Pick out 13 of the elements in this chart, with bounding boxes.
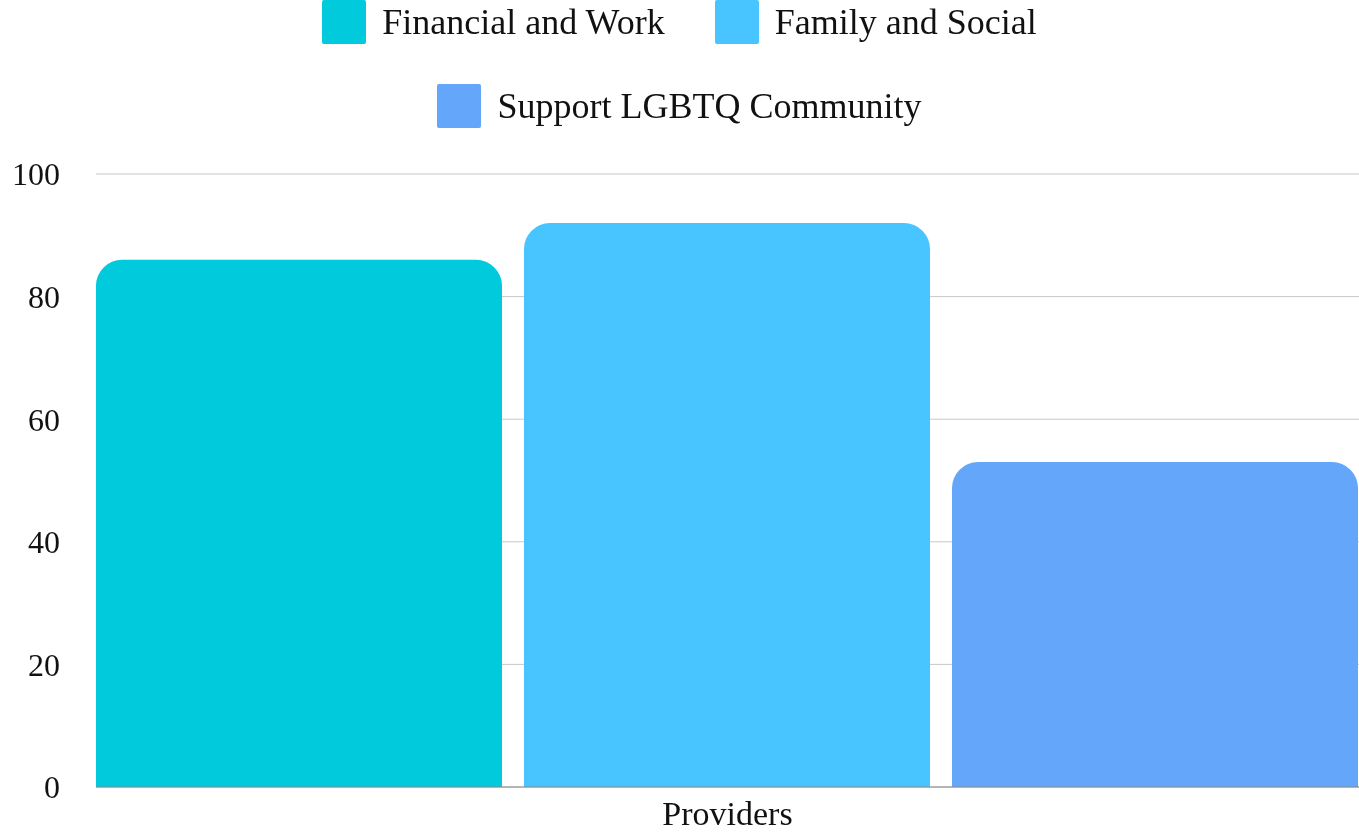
bar (96, 259, 502, 787)
legend-label: Support LGBTQ Community (497, 85, 922, 127)
y-tick-label: 100 (12, 156, 60, 193)
bar (524, 223, 930, 787)
y-tick-label: 60 (28, 401, 60, 438)
x-tick-label: Providers (662, 795, 793, 833)
legend-label: Financial and Work (382, 1, 665, 43)
y-tick-label: 80 (28, 278, 60, 315)
bar (952, 462, 1358, 787)
y-tick-label: 40 (28, 524, 60, 561)
y-tick-label: 20 (28, 646, 60, 683)
legend-label: Family and Social (774, 1, 1037, 43)
y-tick-label: 0 (44, 769, 60, 806)
